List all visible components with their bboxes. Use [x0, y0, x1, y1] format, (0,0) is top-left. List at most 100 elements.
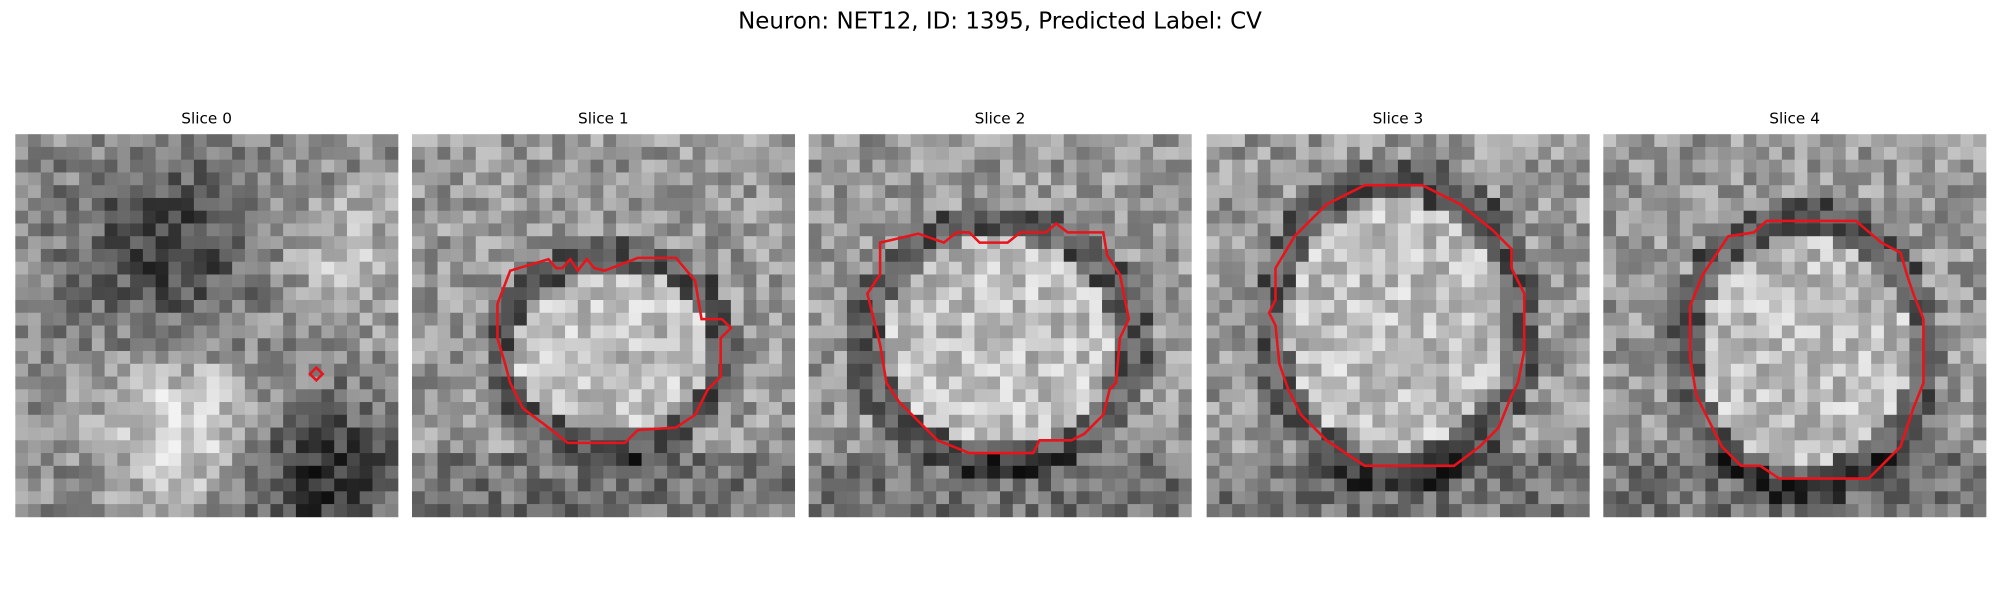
- contour: [1267, 183, 1526, 468]
- pixel: [1756, 300, 1770, 314]
- pixel: [730, 504, 745, 518]
- pixel: [155, 261, 169, 275]
- pixel: [1769, 261, 1783, 275]
- pixel: [1603, 197, 1617, 212]
- pixel: [885, 363, 899, 377]
- pixel: [1461, 261, 1475, 275]
- pixel: [705, 248, 719, 263]
- pixel: [411, 261, 426, 275]
- pixel: [1563, 376, 1577, 390]
- pixel: [743, 236, 757, 250]
- pixel: [1153, 197, 1167, 212]
- pixel: [1474, 351, 1488, 365]
- pixel: [628, 236, 642, 250]
- pixel: [616, 159, 630, 173]
- pixel: [834, 376, 848, 390]
- pixel: [193, 376, 208, 390]
- pixel: [1500, 478, 1514, 492]
- pixel: [193, 338, 208, 352]
- pixel: [1654, 504, 1668, 518]
- pixel: [1934, 172, 1949, 186]
- pixel: [590, 134, 604, 148]
- pixel: [411, 363, 426, 377]
- pixel: [463, 465, 477, 479]
- pixel: [1641, 159, 1655, 173]
- pixel: [1896, 491, 1910, 505]
- pixel: [1461, 159, 1475, 173]
- pixel: [1705, 159, 1719, 173]
- pixel: [104, 287, 118, 301]
- pixel: [1960, 159, 1974, 173]
- pixel: [206, 427, 220, 441]
- pixel: [1616, 185, 1630, 199]
- pixel: [616, 338, 630, 352]
- pixel: [1832, 300, 1847, 314]
- pixel: [1871, 210, 1885, 224]
- pixel: [1807, 453, 1821, 467]
- pixel: [1206, 414, 1220, 428]
- pixel: [1308, 287, 1322, 301]
- pixel: [1397, 465, 1412, 479]
- pixel: [219, 351, 233, 365]
- pixel: [463, 134, 477, 148]
- pixel: [1973, 491, 1987, 505]
- pixel: [577, 453, 591, 467]
- pixel: [1922, 197, 1936, 212]
- pixel: [910, 287, 924, 301]
- pixel: [923, 504, 937, 518]
- pixel: [1512, 172, 1526, 186]
- pixel: [1947, 453, 1961, 467]
- pixel: [1922, 210, 1936, 224]
- pixel: [1807, 287, 1821, 301]
- pixel: [834, 312, 848, 326]
- pixel: [283, 312, 297, 326]
- pixel: [168, 453, 182, 467]
- pixel: [834, 210, 848, 224]
- pixel: [1206, 402, 1220, 416]
- pixel: [1165, 440, 1179, 454]
- pixel: [1845, 504, 1859, 518]
- pixel: [1832, 248, 1847, 263]
- pixel: [1794, 504, 1808, 518]
- pixel: [117, 478, 131, 492]
- pixel: [730, 465, 745, 479]
- pixel: [1718, 491, 1732, 505]
- pixel: [501, 185, 515, 199]
- pixel: [501, 134, 515, 148]
- pixel: [859, 491, 873, 505]
- pixel: [1807, 134, 1821, 148]
- pixel: [948, 261, 963, 275]
- pixel: [923, 287, 937, 301]
- pixel: [40, 338, 54, 352]
- pixel: [590, 402, 604, 416]
- pixel: [526, 197, 540, 212]
- pixel: [616, 185, 630, 199]
- pixel: [1089, 146, 1103, 161]
- pixel: [1321, 223, 1335, 237]
- pixel: [270, 402, 284, 416]
- pixel: [565, 427, 579, 441]
- pixel: [1436, 491, 1450, 505]
- pixel: [463, 363, 477, 377]
- pixel: [1960, 146, 1974, 161]
- pixel: [1321, 389, 1335, 403]
- pixel: [1334, 312, 1348, 326]
- pixel: [1051, 453, 1065, 467]
- pixel: [897, 248, 912, 263]
- pixel: [974, 146, 988, 161]
- pixel: [142, 351, 156, 365]
- pixel: [1219, 389, 1233, 403]
- pixel: [1832, 478, 1847, 492]
- pixel: [270, 440, 284, 454]
- pixel: [1538, 236, 1552, 250]
- pixel: [1308, 491, 1322, 505]
- pixel: [577, 223, 591, 237]
- pixel: [1063, 478, 1077, 492]
- pixel: [1947, 414, 1961, 428]
- pixel: [1270, 453, 1284, 467]
- pixel: [974, 414, 988, 428]
- pixel: [104, 236, 118, 250]
- pixel: [1410, 491, 1424, 505]
- pixel: [1385, 491, 1399, 505]
